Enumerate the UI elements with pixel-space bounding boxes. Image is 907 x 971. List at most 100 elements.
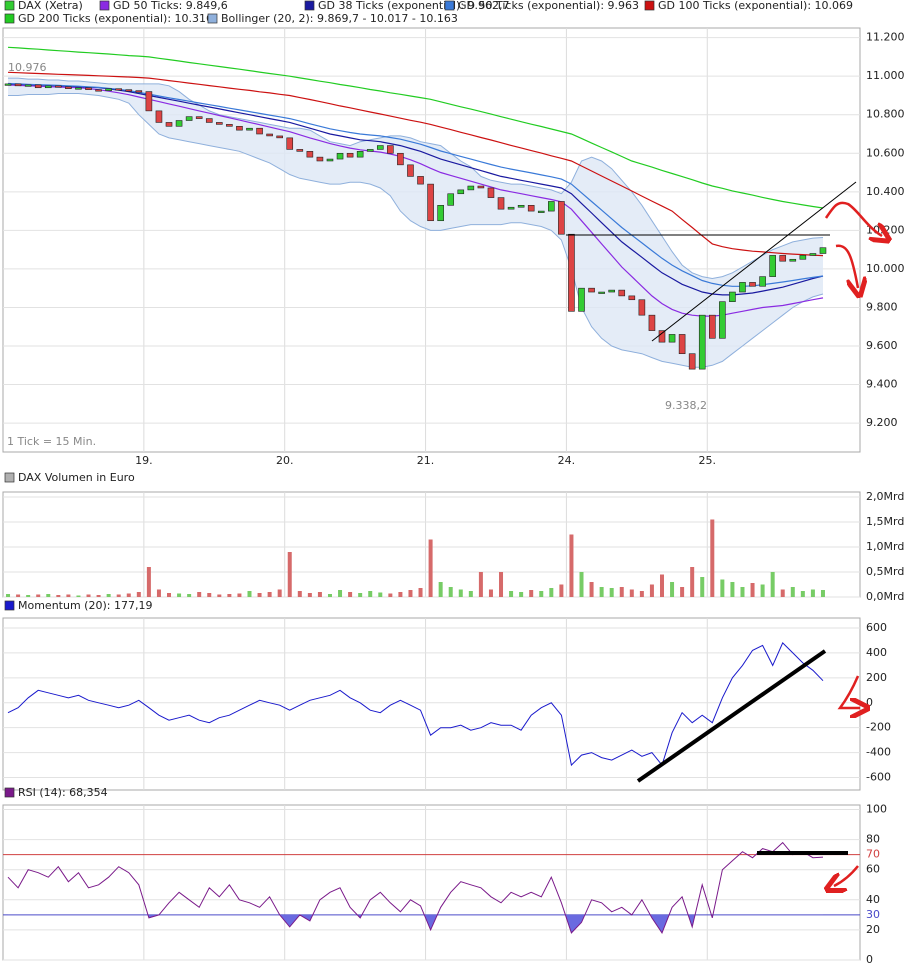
- candle: [276, 135, 283, 139]
- legend-label: GD 200 Ticks (exponential): 10.316: [18, 12, 213, 25]
- x-tick-label: 25.: [699, 454, 717, 467]
- volume-bar: [26, 595, 31, 597]
- y-tick-label: 9.600: [866, 339, 898, 352]
- candle: [316, 156, 324, 162]
- candle: [44, 85, 52, 89]
- volume-bar: [418, 588, 423, 597]
- volume-bar: [358, 593, 363, 597]
- legend-swatch: [444, 0, 455, 11]
- y-tick-label: 200: [866, 671, 887, 684]
- candle: [216, 122, 223, 125]
- candle: [366, 149, 374, 152]
- candle: [668, 334, 676, 343]
- volume-bar: [680, 587, 685, 597]
- legend-label: Bollinger (20, 2): 9.869,7 - 10.017 - 10…: [221, 12, 458, 25]
- volume-bar: [217, 594, 222, 597]
- arrow: [834, 865, 859, 886]
- candle: [296, 149, 304, 152]
- legend-label: GD 50 Ticks: 9.849,6: [113, 0, 228, 12]
- y-tick-label: 40: [866, 893, 880, 906]
- volume-bar: [267, 592, 272, 597]
- legend-label: GD 100 Ticks (exponential): 10.069: [658, 0, 853, 12]
- volume-bar: [569, 534, 574, 597]
- volume-bar: [177, 593, 182, 597]
- moving-average: [7, 46, 824, 209]
- y-tick-label: 11.200: [866, 31, 905, 44]
- volume-bar: [690, 567, 695, 597]
- candle: [789, 258, 797, 262]
- volume-bar: [136, 592, 141, 597]
- y-tick-label: -600: [866, 771, 891, 784]
- y-tick-label: 9.800: [866, 300, 898, 313]
- candle: [346, 152, 354, 158]
- volume-bar: [6, 594, 11, 597]
- trend-line: [651, 181, 857, 342]
- arrow: [835, 244, 858, 288]
- moving-average: [7, 82, 824, 287]
- volume-bar: [750, 583, 755, 597]
- volume-bar: [670, 582, 675, 597]
- candle: [447, 193, 455, 206]
- volume-bar: [810, 589, 815, 597]
- candle: [779, 255, 787, 262]
- volume-bar: [509, 591, 514, 597]
- y-tick-label: 11.000: [866, 69, 905, 82]
- volume-bar: [649, 584, 654, 597]
- candle: [145, 91, 153, 112]
- volume-bar: [710, 519, 715, 597]
- candle: [65, 86, 72, 90]
- legend-swatch: [4, 0, 15, 11]
- y-tick-label: 60: [866, 863, 880, 876]
- volume-bar: [659, 574, 664, 597]
- candle: [125, 89, 133, 92]
- legend-swatch: [4, 787, 15, 798]
- volume-bar: [56, 595, 61, 597]
- candle: [427, 183, 434, 222]
- legend-label: DAX (Xetra): [18, 0, 83, 12]
- moving-average: [7, 83, 824, 296]
- candle: [487, 187, 495, 198]
- y-tick-label: 80: [866, 833, 880, 846]
- volume-bar: [116, 594, 121, 597]
- y-tick-label: 9.200: [866, 416, 898, 429]
- volume-bar: [96, 595, 101, 597]
- oversold-fill: [8, 914, 823, 933]
- volume-bar: [36, 594, 41, 597]
- volume-bar: [106, 594, 111, 597]
- y-tick-label: 20: [866, 923, 880, 936]
- candle: [548, 201, 555, 212]
- candle: [578, 287, 585, 312]
- x-tick-label: 21.: [417, 454, 435, 467]
- candle: [527, 205, 535, 212]
- y-tick-label: -400: [866, 746, 891, 759]
- volume-bar: [156, 589, 161, 597]
- arrow: [837, 675, 860, 708]
- legend-swatch: [4, 600, 15, 611]
- annotation: 1 Tick = 15 Min.: [7, 435, 96, 448]
- candle: [759, 276, 766, 287]
- volume-bar: [368, 591, 373, 597]
- y-tick-label: 0: [866, 696, 873, 709]
- legend-label: Momentum (20): 177,19: [18, 599, 152, 612]
- candle: [608, 289, 615, 293]
- plot-area: [2, 617, 861, 791]
- candle: [729, 291, 736, 302]
- candle: [195, 116, 203, 119]
- plot-area: [2, 804, 861, 961]
- candle: [155, 110, 163, 123]
- indicator-line: [7, 841, 824, 934]
- candle: [819, 247, 827, 254]
- volume-bar: [559, 584, 564, 597]
- indicator-line: [7, 642, 824, 767]
- candle: [105, 88, 112, 91]
- volume-bar: [790, 587, 795, 597]
- candle: [678, 334, 686, 355]
- volume-bar: [700, 577, 705, 597]
- legend-swatch: [304, 0, 315, 11]
- candle: [598, 291, 605, 294]
- candle: [688, 353, 696, 370]
- y-tick-label: -200: [866, 721, 891, 734]
- y-tick-label: 0,5Mrd: [866, 565, 904, 578]
- candle: [236, 125, 243, 131]
